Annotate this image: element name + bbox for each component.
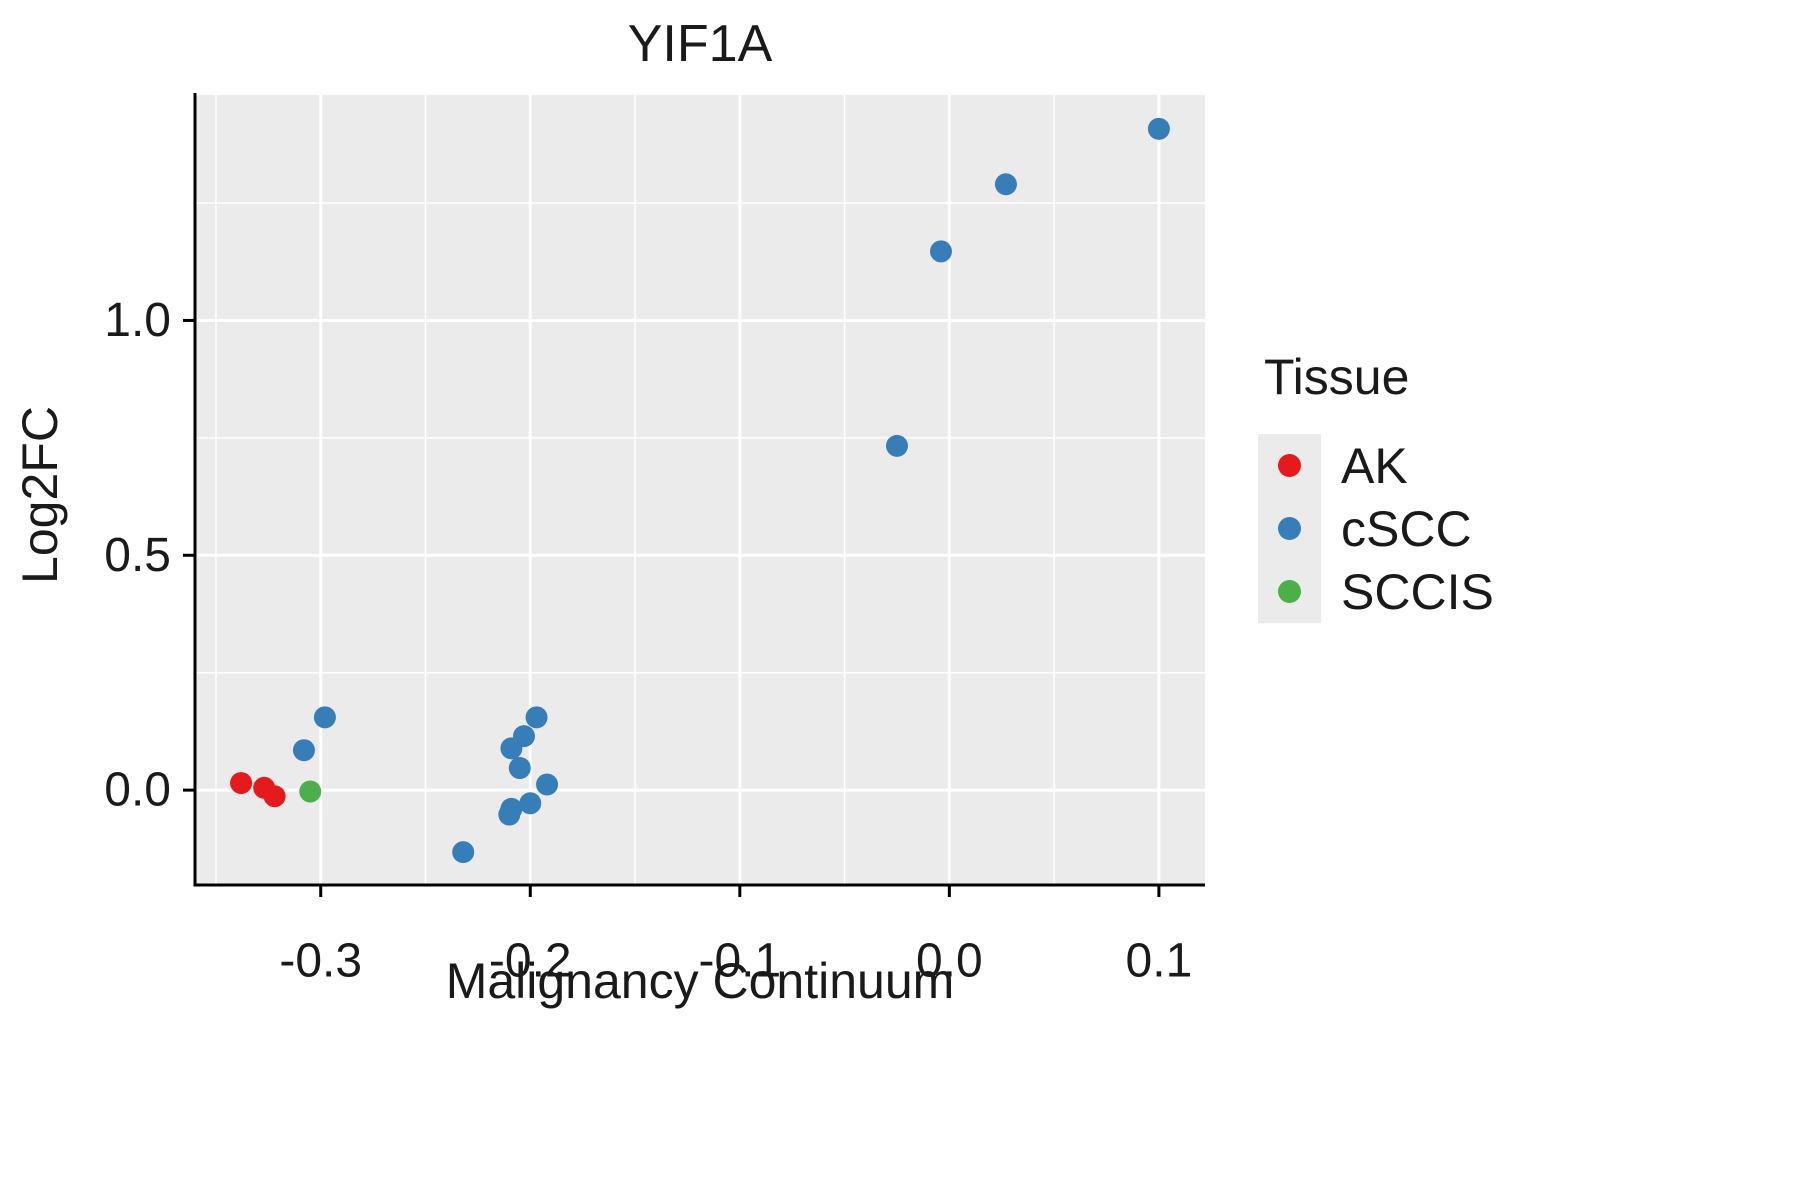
- y-tick-label: 0.5: [104, 529, 171, 582]
- legend-entry-cscc: cSCC: [1258, 497, 1494, 560]
- data-point-cscc: [519, 792, 542, 815]
- legend-entry-ak: AK: [1258, 434, 1494, 497]
- y-tick-label: 1.0: [104, 294, 171, 347]
- data-point-ak: [230, 772, 253, 795]
- legend-key: [1258, 560, 1321, 623]
- data-point-sccis: [299, 780, 322, 803]
- data-point-cscc: [500, 797, 523, 820]
- data-point-cscc: [508, 757, 531, 780]
- plot-panel: [195, 95, 1205, 885]
- data-point-ak: [263, 785, 286, 808]
- y-axis-title: Log2FC: [12, 406, 68, 584]
- legend-label: AK: [1341, 437, 1408, 494]
- legend-key: [1258, 434, 1321, 497]
- y-tick-label: 0.0: [104, 764, 171, 817]
- data-point-cscc: [313, 706, 336, 729]
- x-tick-label: -0.1: [698, 935, 781, 988]
- legend-label: SCCIS: [1341, 563, 1494, 620]
- data-point-cscc: [512, 725, 535, 748]
- data-point-cscc: [1147, 117, 1170, 140]
- x-tick-label: 0.1: [1126, 935, 1193, 988]
- chart-title: YIF1A: [627, 15, 773, 73]
- data-point-cscc: [525, 706, 548, 729]
- x-tick-label: 0.0: [916, 935, 983, 988]
- legend-entry-sccis: SCCIS: [1258, 560, 1494, 623]
- x-axis-title: Malignancy Continuum: [445, 953, 955, 1009]
- legend-entries: AK cSCC SCCIS: [1258, 434, 1494, 623]
- x-tick-label: -0.2: [489, 935, 572, 988]
- legend-title: Tissue: [1264, 349, 1410, 405]
- legend: Tissue AK cSCC SCCIS: [1258, 348, 1494, 623]
- data-point-cscc: [929, 240, 952, 263]
- legend-dot-icon: [1278, 454, 1301, 477]
- x-tick-label: -0.3: [279, 935, 362, 988]
- data-point-cscc: [536, 773, 559, 796]
- legend-label: cSCC: [1341, 500, 1472, 557]
- data-point-cscc: [452, 841, 475, 864]
- data-point-cscc: [292, 739, 315, 762]
- legend-key: [1258, 497, 1321, 560]
- data-point-cscc: [994, 173, 1017, 196]
- data-point-cscc: [885, 434, 908, 457]
- legend-dot-icon: [1278, 580, 1301, 603]
- legend-dot-icon: [1278, 517, 1301, 540]
